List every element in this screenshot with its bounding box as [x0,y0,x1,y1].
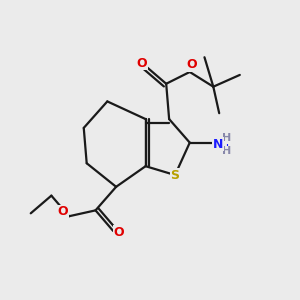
Text: O: O [186,58,196,71]
Text: H: H [222,133,231,143]
Text: O: O [58,205,68,218]
Text: O: O [114,226,124,239]
Text: N: N [212,138,223,151]
Text: O: O [137,57,147,70]
Text: H: H [222,146,231,157]
Text: S: S [170,169,179,182]
